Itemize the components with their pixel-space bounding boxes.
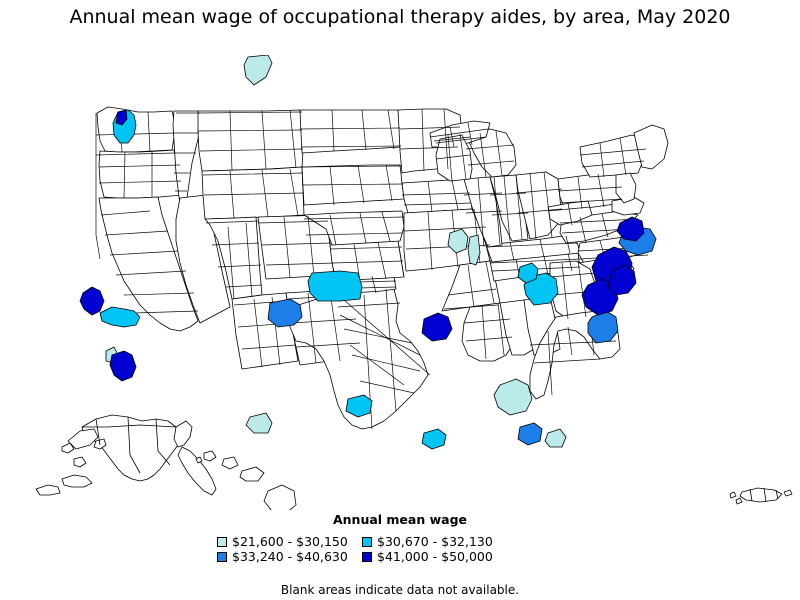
shaded-central-coast-ca: [99, 306, 141, 328]
legend-label-bin-3: $33,240 - $40,630: [232, 549, 348, 564]
shaded-eastern-kansas: [267, 298, 303, 328]
west-region: [96, 106, 429, 430]
shaded-hawaii-inset: [243, 55, 273, 86]
state-oregon: [98, 149, 183, 199]
shaded-michigan-strip: [467, 234, 481, 266]
legend-swatch-bin-2: [362, 536, 372, 547]
state-nebraska: [303, 210, 405, 246]
legend-item-bin-1[interactable]: $21,600 - $30,150: [217, 534, 362, 549]
alaska-aleutians: [61, 474, 93, 488]
map-legend: Annual mean wage $21,600 - $30,150 $30,6…: [0, 512, 800, 564]
shaded-oklahoma-city: [345, 394, 373, 418]
area-boundaries: [95, 108, 653, 430]
shaded-western-kansas: [307, 270, 363, 302]
page-title: Annual mean wage of occupational therapy…: [69, 6, 731, 28]
state-california: [98, 196, 199, 332]
legend-label-bin-2: $30,670 - $32,130: [377, 534, 493, 549]
state-washington: [96, 106, 176, 153]
hawaii-oahu: [221, 456, 239, 470]
puerto-rico-culebra: [735, 497, 743, 505]
alaska-bering: [61, 442, 75, 454]
legend-items: $21,600 - $30,150 $30,670 - $32,130 $33,…: [217, 534, 507, 564]
puerto-rico-inset: [729, 487, 793, 505]
hawaii-molokai-maui: [239, 466, 265, 482]
shaded-west-texas: [245, 412, 273, 434]
state-iowa: [401, 178, 473, 214]
hawaii-niihau: [195, 456, 203, 464]
state-new-england: [633, 124, 669, 170]
state-montana: [197, 109, 304, 172]
shaded-nj-corridor: [607, 264, 637, 296]
choropleth-map: [0, 55, 800, 510]
hawaii-kauai: [203, 450, 217, 462]
alaska-southeast: [173, 420, 193, 448]
shaded-south-la: [544, 428, 567, 448]
alaska-aleutians-2: [35, 484, 61, 496]
shaded-areas: [79, 55, 657, 450]
legend-title: Annual mean wage: [332, 512, 468, 527]
legend-swatch-bin-3: [217, 551, 227, 562]
shaded-new-orleans-la: [517, 422, 543, 446]
shaded-central-georgia: [493, 378, 533, 416]
shaded-central-pa: [587, 310, 619, 344]
legend-item-bin-2[interactable]: $30,670 - $32,130: [362, 534, 507, 549]
hawaii-inset: [195, 450, 297, 510]
alaska-interior-line: [82, 416, 177, 474]
state-wisconsin: [435, 134, 473, 182]
shaded-northern-michigan: [447, 228, 469, 254]
legend-item-bin-3[interactable]: $33,240 - $40,630: [217, 549, 362, 564]
shaded-houston-tx: [421, 428, 447, 450]
shaded-sf-bay-ca: [79, 286, 105, 316]
hawaii-big-island: [263, 484, 297, 510]
legend-swatch-bin-4: [362, 551, 372, 562]
shaded-san-diego-ca: [109, 350, 137, 382]
puerto-rico-lines: [749, 487, 779, 503]
us-map-svg: [35, 55, 793, 510]
shaded-seattle-wa-dark: [115, 109, 128, 126]
alaska-west: [67, 428, 99, 450]
legend-label-bin-1: $21,600 - $30,150: [232, 534, 348, 549]
legend-swatch-bin-1: [217, 536, 227, 547]
state-new-jersey: [615, 172, 637, 204]
alaska-mainland: [81, 414, 181, 482]
puerto-rico-west-isle: [729, 491, 737, 499]
legend-item-bin-4[interactable]: $41,000 - $50,000: [362, 549, 507, 564]
shaded-st-louis-mo: [421, 312, 453, 342]
alaska-inset: [35, 414, 217, 496]
shaded-central-indiana: [523, 272, 559, 306]
shaded-cleveland-oh: [517, 262, 539, 284]
map-footnote: Blank areas indicate data not available.: [280, 583, 520, 597]
alaska-island-1: [73, 456, 87, 468]
puerto-rico-vieques: [783, 489, 793, 497]
shaded-southern-nh: [616, 216, 645, 242]
state-michigan: [465, 128, 517, 178]
legend-label-bin-4: $41,000 - $50,000: [377, 549, 493, 564]
